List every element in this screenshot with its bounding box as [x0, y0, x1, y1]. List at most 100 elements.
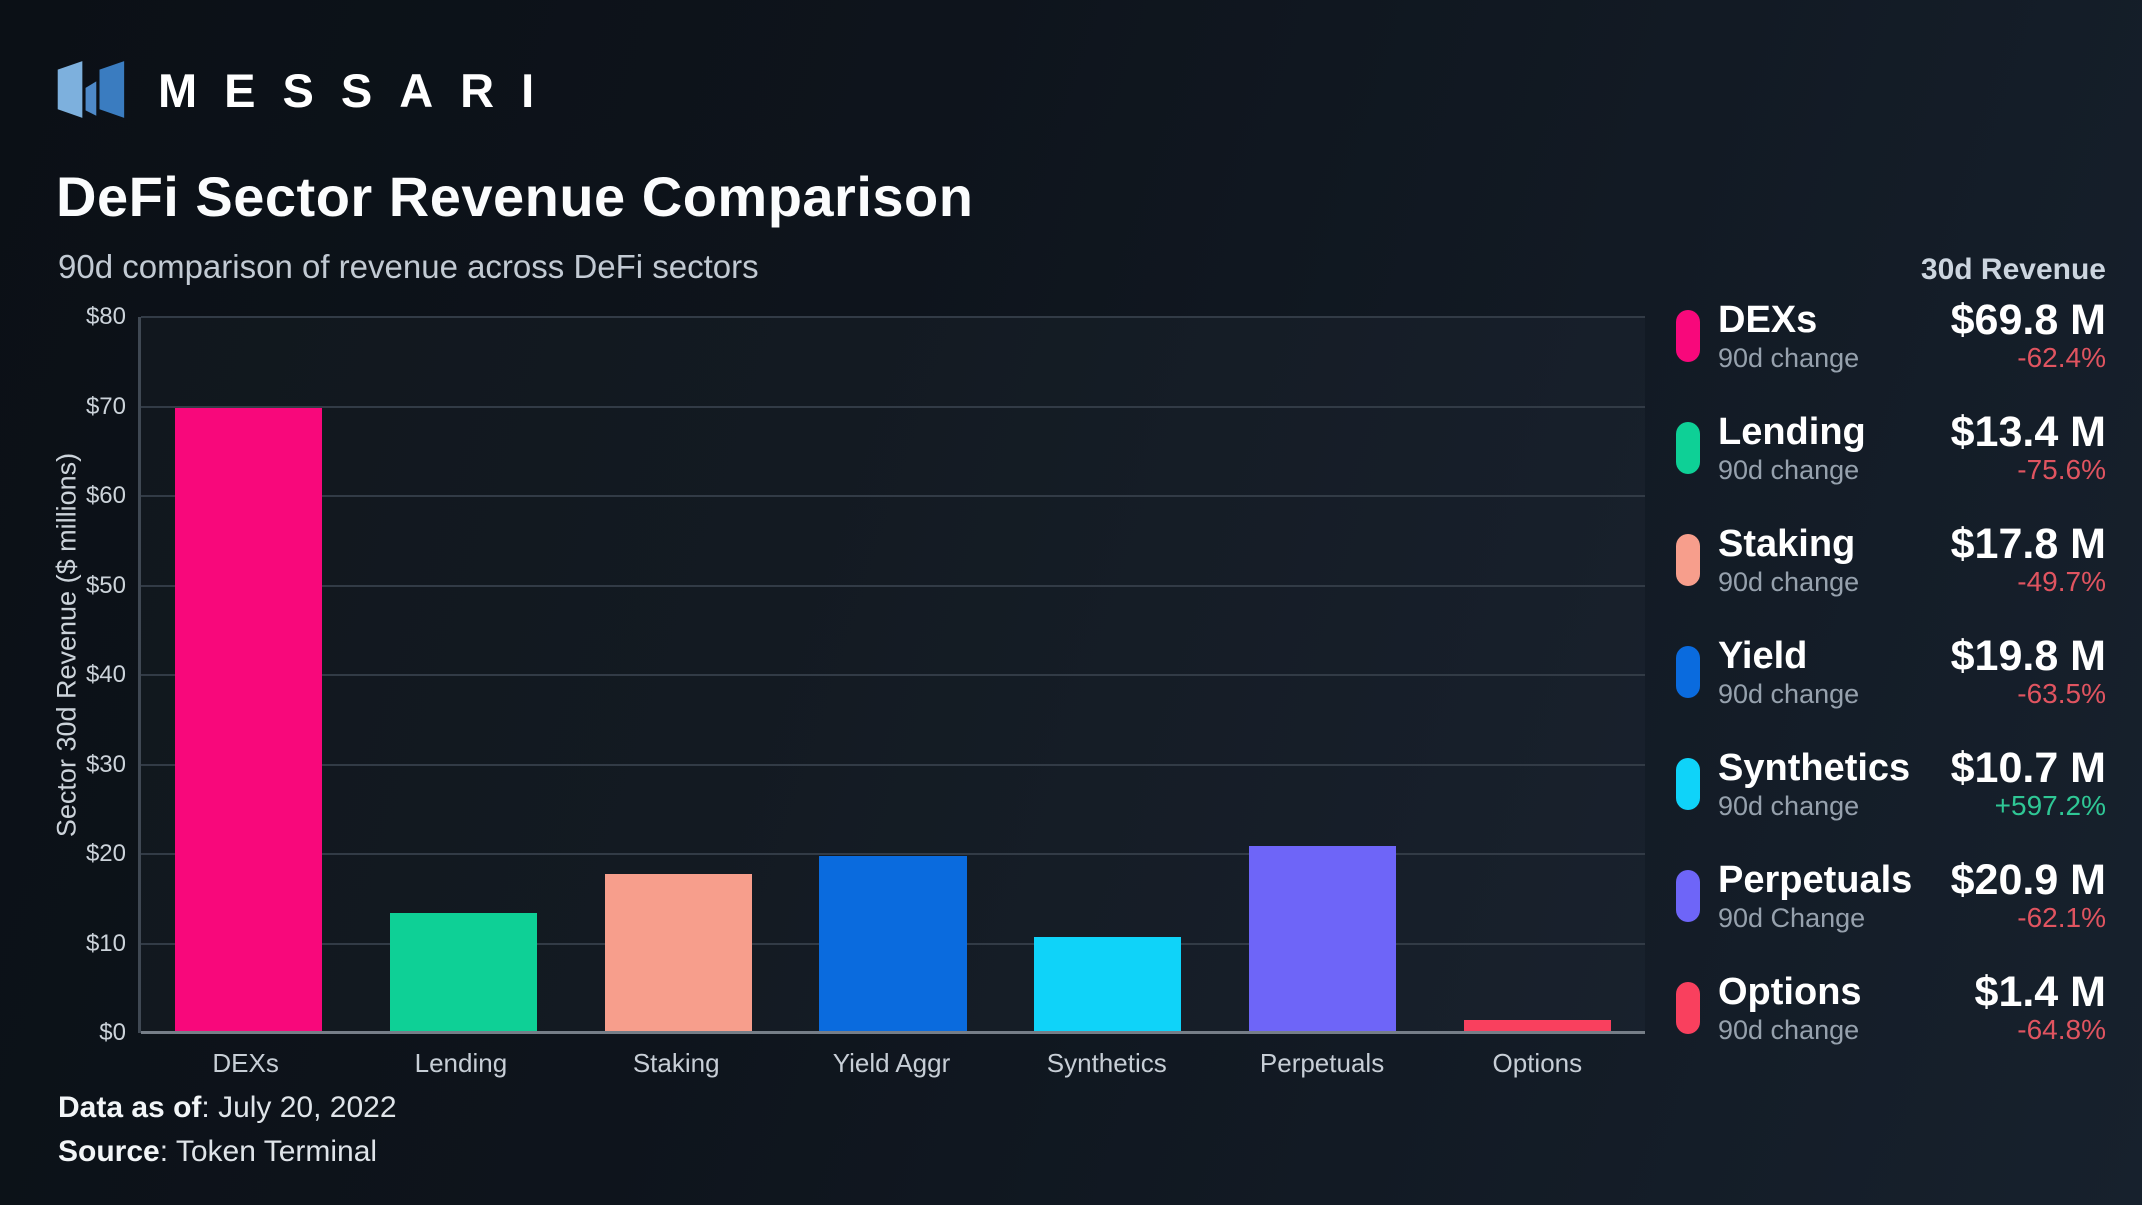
source-sep: : [159, 1135, 176, 1168]
x-tick-label-DEXs: DEXs [212, 1048, 279, 1078]
legend-entry-name: Lending [1718, 411, 1866, 453]
source-label: Source [58, 1135, 160, 1168]
y-tick-label-10: $10 [85, 929, 126, 957]
legend-entry-Staking: Staking 90d change $17.8 M -49.7% [1676, 522, 2106, 598]
legend-entry-Yield: Yield 90d change $19.8 M -63.5% [1676, 634, 2106, 710]
legend-entry-text: Lending 90d change [1718, 410, 1866, 486]
legend-entry-change: -62.4% [2017, 342, 2106, 373]
legend-entry-value: $1.4 M [1974, 968, 2106, 1016]
x-tick-label-Lending: Lending [414, 1048, 508, 1078]
bar-slot-Yield Aggr [786, 317, 1001, 1033]
legend-entry-sub: 90d change [1718, 791, 1860, 821]
gridline-50 [141, 584, 1645, 587]
data-as-of-line: Data as of: July 20, 2022 [58, 1086, 397, 1130]
legend-entry-sub: 90d change [1718, 567, 1860, 597]
messari-logo: MESSARI [56, 60, 561, 120]
legend-entry-sub: 90d change [1718, 679, 1860, 709]
bar-slot-Options [1430, 317, 1645, 1033]
legend-entries: DEXs 90d change $69.8 M -62.4% Lending 90d ch… [1676, 298, 2106, 1046]
legend-swatch-Perpetuals [1676, 870, 1700, 922]
legend-entry-figures: $13.4 M -75.6% [1951, 410, 2106, 486]
bar-slot-Synthetics [1000, 317, 1215, 1033]
y-tick-label-20: $20 [85, 840, 126, 867]
legend-swatch-Lending [1676, 422, 1700, 474]
legend-entry-Synthetics: Synthetics 90d change $10.7 M +597.2% [1676, 746, 2106, 822]
x-axis-line [141, 1031, 1645, 1034]
data-as-of-label: Data as of [58, 1091, 202, 1124]
legend-entry-text: Synthetics 90d change [1718, 746, 1910, 822]
y-tick-label-50: $50 [85, 571, 126, 599]
legend-entry-Options: Options 90d change $1.4 M -64.8% [1676, 970, 2106, 1046]
gridline-40 [141, 674, 1645, 676]
legend-entry-figures: $10.7 M +597.2% [1951, 746, 2106, 822]
legend-entry-Lending: Lending 90d change $13.4 M -75.6% [1676, 410, 2106, 486]
y-tick-label-70: $70 [85, 392, 126, 420]
x-tick-label-Yield Aggr: Yield Aggr [832, 1048, 951, 1078]
legend-entry-change: -75.6% [2017, 454, 2106, 485]
legend-entry-change: -63.5% [2017, 678, 2106, 709]
legend-entry-sub: 90d change [1718, 455, 1860, 485]
legend-entry-figures: $19.8 M -63.5% [1951, 634, 2106, 710]
bar-slot-DEXs [141, 317, 356, 1033]
source-value: Token Terminal [175, 1135, 378, 1168]
legend-entry-text: Perpetuals 90d Change [1718, 858, 1912, 934]
gridline-20 [141, 853, 1645, 855]
legend-entry-figures: $20.9 M -62.1% [1951, 858, 2106, 934]
bar-slot-Staking [571, 317, 786, 1033]
legend-entry-figures: $17.8 M -49.7% [1951, 522, 2106, 598]
x-tick-label-Options: Options [1492, 1048, 1583, 1078]
legend-entry-change: -64.8% [2017, 1014, 2106, 1045]
legend-entry-value: $17.8 M [1950, 520, 2106, 568]
bar-slot-Lending [356, 317, 571, 1033]
page-title: DeFi Sector Revenue Comparison [56, 165, 974, 228]
bar-DEXs [174, 408, 323, 1033]
legend-entry-name: DEXs [1718, 299, 1818, 341]
legend-entry-value: $20.9 M [1950, 856, 2106, 904]
legend-entry-figures: $1.4 M -64.8% [1975, 970, 2106, 1046]
revenue-legend: 30d Revenue DEXs 90d change $69.8 M -62.4% L… [1676, 252, 2106, 1046]
legend-entry-change: +597.2% [1994, 790, 2106, 821]
legend-swatch-Yield [1676, 646, 1700, 698]
x-tick-label-Perpetuals: Perpetuals [1259, 1048, 1385, 1078]
legend-entry-sub: 90d Change [1718, 903, 1866, 933]
y-tick-label-60: $60 [85, 482, 126, 509]
legend-entry-sub: 90d change [1718, 343, 1860, 373]
bar-Staking [604, 873, 752, 1033]
y-tick-label-40: $40 [85, 661, 126, 688]
bar-Options [1464, 1020, 1612, 1033]
bar-slot-Perpetuals [1215, 317, 1430, 1033]
legend-entry-DEXs: DEXs 90d change $69.8 M -62.4% [1676, 298, 2106, 374]
gridline-70 [141, 405, 1645, 408]
gridline-60 [141, 495, 1645, 497]
bar-Lending [389, 913, 537, 1033]
legend-entry-value: $69.8 M [1950, 296, 2106, 344]
legend-entry-text: DEXs 90d change [1718, 298, 1859, 374]
gridline-30 [141, 763, 1645, 766]
y-tick-labels: $0 $10 $20 $30 $40 $50 $60 $70 $80 [0, 304, 126, 1046]
chart-footer: Data as of: July 20, 2022 Source: Token … [58, 1086, 397, 1174]
legend-header: 30d Revenue [1920, 253, 2106, 286]
legend-entry-name: Options [1718, 971, 1862, 1013]
legend-entry-name: Perpetuals [1718, 859, 1913, 901]
legend-swatch-DEXs [1676, 310, 1700, 362]
messari-logo-icon [57, 61, 125, 118]
plot-area [138, 316, 1645, 1034]
y-tick-label-30: $30 [85, 750, 126, 778]
legend-entry-name: Yield [1718, 635, 1808, 677]
data-as-of-sep: : [201, 1091, 219, 1124]
x-tick-label-Synthetics: Synthetics [1046, 1048, 1167, 1078]
legend-swatch-Synthetics [1676, 758, 1700, 810]
brand-name: MESSARI [158, 63, 562, 117]
source-line: Source: Token Terminal [58, 1130, 397, 1174]
page-subtitle: 90d comparison of revenue across DeFi se… [58, 248, 759, 285]
legend-entry-Perpetuals: Perpetuals 90d Change $20.9 M -62.1% [1676, 858, 2106, 934]
bar-Perpetuals [1249, 845, 1397, 1033]
bars-group [141, 317, 1645, 1033]
gridline-80 [141, 316, 1645, 318]
legend-entry-text: Yield 90d change [1718, 634, 1859, 710]
legend-entry-change: -49.7% [2017, 566, 2106, 597]
legend-entry-text: Options 90d change [1718, 970, 1862, 1046]
legend-entry-name: Staking [1718, 523, 1856, 565]
bar-Yield Aggr [819, 855, 967, 1033]
